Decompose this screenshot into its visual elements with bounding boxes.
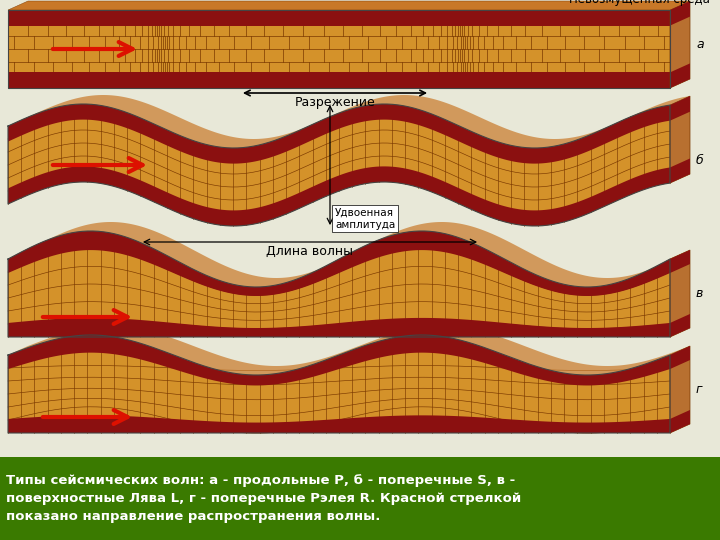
Polygon shape — [8, 104, 670, 164]
Text: Разрежение: Разрежение — [294, 96, 375, 109]
Polygon shape — [8, 95, 690, 148]
Polygon shape — [8, 166, 670, 226]
Polygon shape — [670, 250, 690, 273]
Text: в: в — [696, 287, 703, 300]
Polygon shape — [670, 1, 690, 88]
Polygon shape — [8, 231, 670, 296]
Bar — [8, 10, 670, 88]
Text: Длина волны: Длина волны — [266, 245, 354, 258]
Bar — [8, 10, 670, 88]
Polygon shape — [670, 314, 690, 337]
Bar — [0, 457, 720, 540]
Polygon shape — [8, 231, 670, 337]
Text: б: б — [696, 154, 703, 167]
Polygon shape — [670, 410, 690, 433]
Text: Невозмущенная среда: Невозмущенная среда — [569, 0, 710, 6]
Polygon shape — [8, 335, 670, 433]
Bar — [8, 72, 670, 88]
Polygon shape — [670, 63, 690, 88]
Polygon shape — [670, 250, 690, 337]
Polygon shape — [670, 96, 690, 120]
Polygon shape — [8, 104, 670, 226]
Text: г: г — [696, 383, 703, 396]
Text: Удвоенная
амплитуда: Удвоенная амплитуда — [335, 208, 395, 230]
Polygon shape — [670, 96, 690, 183]
Polygon shape — [8, 326, 690, 375]
Polygon shape — [670, 346, 690, 369]
Polygon shape — [8, 415, 670, 433]
Polygon shape — [670, 1, 690, 25]
Polygon shape — [8, 1, 690, 10]
Polygon shape — [670, 346, 690, 433]
Polygon shape — [670, 158, 690, 183]
Polygon shape — [8, 335, 670, 386]
Text: а: а — [696, 38, 703, 51]
Polygon shape — [8, 222, 690, 287]
Bar — [8, 10, 670, 25]
Polygon shape — [8, 318, 670, 337]
Text: Типы сейсмических волн: а - продольные Р, б - поперечные S, в -
поверхностные Ля: Типы сейсмических волн: а - продольные Р… — [6, 474, 521, 523]
